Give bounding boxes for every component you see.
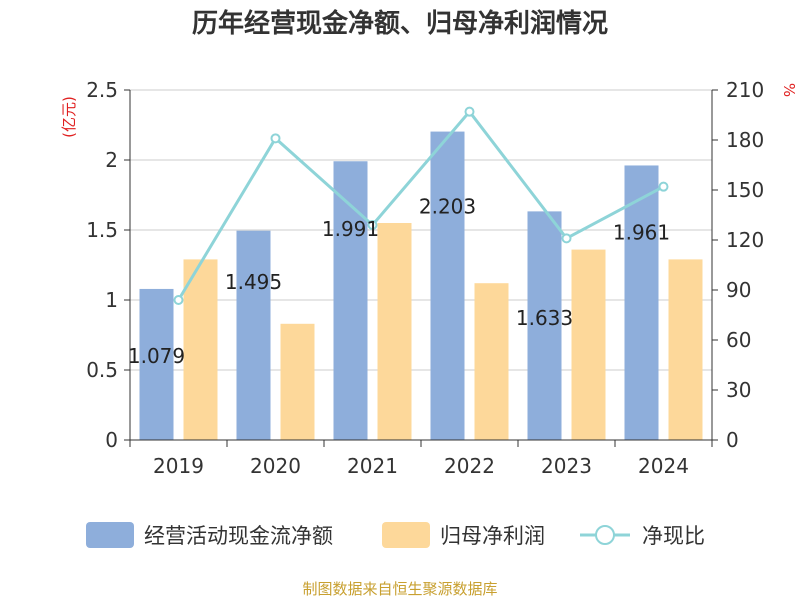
bar-operating-cash-flow xyxy=(236,230,271,440)
y-right-unit: % xyxy=(780,83,798,97)
point-cash-ratio xyxy=(270,133,281,144)
data-label: 1.991 xyxy=(322,217,379,241)
y-left-tick-label: 1.5 xyxy=(86,218,118,242)
bar-net-profit xyxy=(183,259,218,440)
x-tick-label: 2024 xyxy=(638,454,689,478)
data-label: 1.633 xyxy=(516,306,573,330)
legend-label-cash-ratio: 净现比 xyxy=(642,524,705,548)
bars xyxy=(139,131,703,440)
bar-operating-cash-flow xyxy=(527,211,562,440)
grid xyxy=(130,89,712,371)
bar-operating-cash-flow xyxy=(139,288,174,440)
legend-label-net-profit: 归母净利润 xyxy=(440,524,545,548)
legend-swatch-net-profit xyxy=(382,522,430,548)
y-left-unit: (亿元) xyxy=(60,96,78,138)
point-cash-ratio xyxy=(367,220,378,230)
x-tick-label: 2019 xyxy=(153,454,204,478)
x-tick-label: 2023 xyxy=(541,454,592,478)
y-left-tick-label: 2 xyxy=(105,148,118,172)
y-right-tick-label: 210 xyxy=(726,78,764,102)
legend-swatch-cash-ratio-marker xyxy=(595,525,615,545)
data-labels: 1.079 1.495 1.991 2.203 1.633 1.961 xyxy=(128,195,670,368)
bar-operating-cash-flow xyxy=(430,131,465,440)
chart-title: 历年经营现金净额、归母净利润情况 xyxy=(192,8,608,39)
legend: 经营活动现金流净额 归母净利润 净现比 xyxy=(86,522,705,548)
y-right-tick-label: 0 xyxy=(726,428,739,452)
legend-swatch-operating-cash-flow xyxy=(86,522,134,548)
data-label: 1.079 xyxy=(128,344,185,368)
bar-operating-cash-flow xyxy=(333,161,368,440)
y-right-tick-label: 180 xyxy=(726,128,764,152)
point-cash-ratio xyxy=(464,106,475,117)
bar-net-profit xyxy=(571,249,606,440)
y-left-tick-label: 0.5 xyxy=(86,358,118,382)
ratio-line xyxy=(173,106,669,305)
data-label: 1.495 xyxy=(225,270,282,294)
axes: 0 0.5 1 1.5 2 2.5 0 30 60 90 120 150 180 210 2019 2020 2… xyxy=(86,78,764,478)
point-cash-ratio xyxy=(173,295,184,305)
x-tick-label: 2020 xyxy=(250,454,301,478)
bar-net-profit xyxy=(377,223,412,440)
line-cash-ratio xyxy=(177,109,665,301)
x-tick-label: 2021 xyxy=(347,454,398,478)
y-left-tick-label: 0 xyxy=(105,428,118,452)
y-right-tick-label: 60 xyxy=(726,328,751,352)
bar-net-profit xyxy=(474,283,509,440)
legend-label-operating-cash-flow: 经营活动现金流净额 xyxy=(144,524,333,548)
bar-net-profit xyxy=(668,259,703,440)
y-left-tick-label: 1 xyxy=(105,288,118,312)
bar-operating-cash-flow xyxy=(624,165,659,440)
x-tick-label: 2022 xyxy=(444,454,495,478)
y-right-tick-label: 150 xyxy=(726,178,764,202)
y-right-tick-label: 120 xyxy=(726,228,764,252)
data-label: 2.203 xyxy=(419,195,476,219)
bar-net-profit xyxy=(280,323,315,440)
point-cash-ratio xyxy=(658,181,669,192)
data-label: 1.961 xyxy=(613,220,670,244)
y-right-tick-label: 90 xyxy=(726,278,751,302)
y-left-tick-label: 2.5 xyxy=(86,78,118,102)
point-cash-ratio xyxy=(561,233,572,244)
source-note: 制图数据来自恒生聚源数据库 xyxy=(302,580,497,598)
y-right-tick-label: 30 xyxy=(726,378,751,402)
